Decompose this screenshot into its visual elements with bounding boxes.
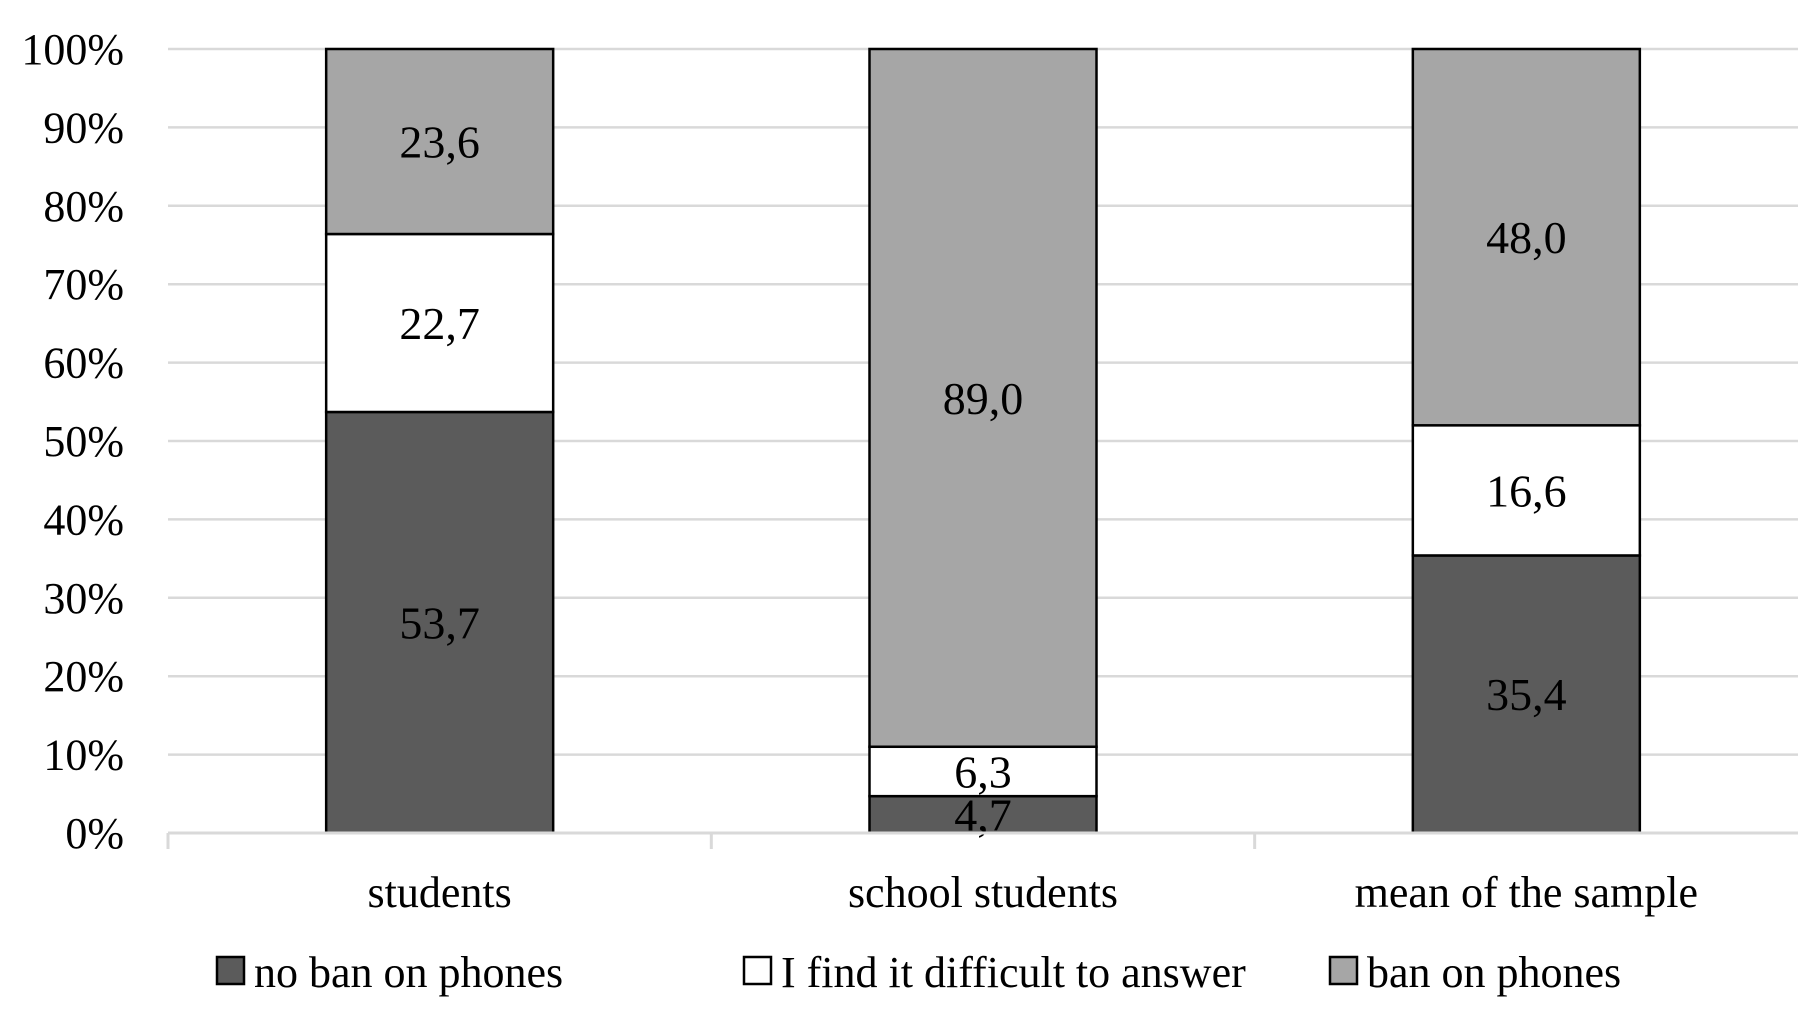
- bar-segment: [324, 232, 555, 414]
- legend: no ban on phones I find it difficult to a…: [215, 948, 1621, 997]
- bar-segment: [868, 47, 1098, 749]
- legend-label: ban on phones: [1367, 948, 1621, 997]
- y-tick-label: 70%: [43, 260, 124, 309]
- y-tick-label: 100%: [21, 25, 124, 74]
- bar-segment: [1411, 47, 1642, 427]
- bars: [324, 47, 1642, 835]
- legend-swatch: [742, 955, 773, 986]
- bar-segment: [324, 47, 555, 236]
- y-tick-label: 20%: [43, 652, 124, 701]
- y-axis: 0% 10% 20% 30% 40% 50% 60% 70% 80% 90% 100%: [21, 25, 124, 858]
- legend-label: no ban on phones: [254, 948, 563, 997]
- data-label: 89,0: [943, 373, 1024, 424]
- data-label: 48,0: [1486, 212, 1567, 263]
- y-tick-label: 40%: [43, 495, 124, 544]
- y-tick-label: 0%: [65, 809, 124, 858]
- data-label: 22,7: [399, 298, 480, 349]
- x-tick-label: school students: [848, 868, 1118, 917]
- y-tick-label: 10%: [43, 731, 124, 780]
- legend-swatch: [1328, 955, 1359, 986]
- data-label: 53,7: [399, 597, 480, 648]
- y-tick-label: 30%: [43, 574, 124, 623]
- y-tick-label: 90%: [43, 103, 124, 152]
- bar-segment: [868, 745, 1098, 798]
- x-tick-label: mean of the sample: [1355, 868, 1698, 917]
- legend-label: I find it difficult to answer: [781, 948, 1246, 997]
- data-label: 23,6: [399, 117, 480, 168]
- data-label: 35,4: [1486, 669, 1567, 720]
- y-tick-label: 50%: [43, 417, 124, 466]
- data-labels: 53,722,723,64,76,389,035,416,648,0: [399, 117, 1566, 841]
- y-tick-label: 60%: [43, 339, 124, 388]
- data-label: 6,3: [954, 746, 1012, 797]
- bar-segment: [1411, 554, 1642, 835]
- legend-swatch: [215, 955, 246, 986]
- bar-segment: [1411, 424, 1642, 557]
- x-tick-label: students: [368, 868, 512, 917]
- bar-segment: [868, 794, 1098, 835]
- y-tick-label: 80%: [43, 182, 124, 231]
- x-axis: students school students mean of the sampl…: [166, 831, 1798, 917]
- data-label: 16,6: [1486, 465, 1567, 516]
